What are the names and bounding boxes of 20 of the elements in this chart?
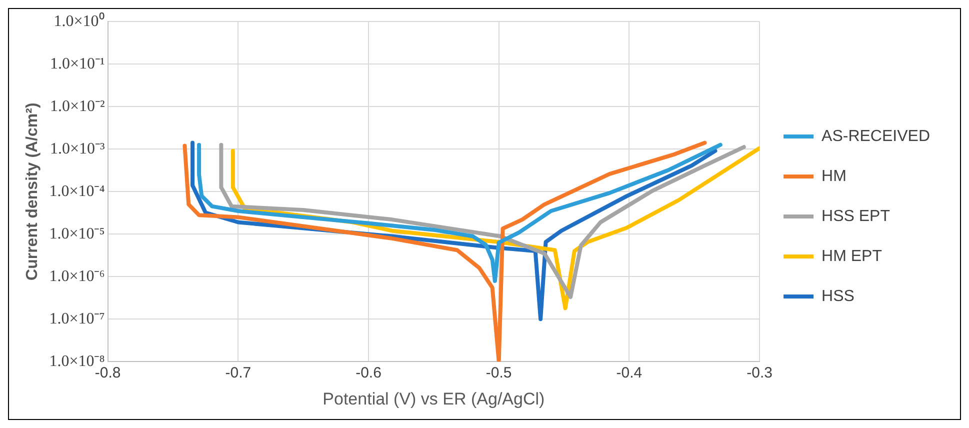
y-tick-label: 1.0×10⁻²: [50, 98, 105, 115]
y-tick-label: 1.0×10⁻⁷: [49, 310, 105, 328]
x-tick-label: -0.5: [486, 364, 512, 382]
x-axis-title: Potential (V) vs ER (Ag/AgCl): [322, 389, 545, 408]
y-tick-label: 1.0×10⁻⁴: [49, 182, 106, 200]
y-tick-label: 1.0×10⁻³: [50, 140, 105, 158]
x-tick-label: -0.4: [616, 364, 642, 382]
y-axis-title: Current density (A/cm²): [24, 102, 42, 280]
x-tick-label: -0.3: [746, 364, 772, 382]
x-tick-label: -0.7: [225, 364, 252, 382]
legend-label: HM EPT: [822, 248, 882, 265]
y-tick-label: 1.0×10⁰: [54, 12, 105, 30]
legend-label: HM: [822, 168, 846, 185]
y-tick-label: 1.0×10⁻⁵: [49, 225, 105, 242]
y-tick-label: 1.0×10⁻¹: [50, 55, 105, 72]
legend-label: HSS: [822, 288, 854, 305]
legend-label: AS-RECEIVED: [822, 128, 930, 145]
y-tick-label: 1.0×10⁻⁶: [49, 268, 105, 285]
x-tick-label: -0.6: [356, 364, 382, 382]
legend-label: HSS EPT: [822, 208, 890, 225]
